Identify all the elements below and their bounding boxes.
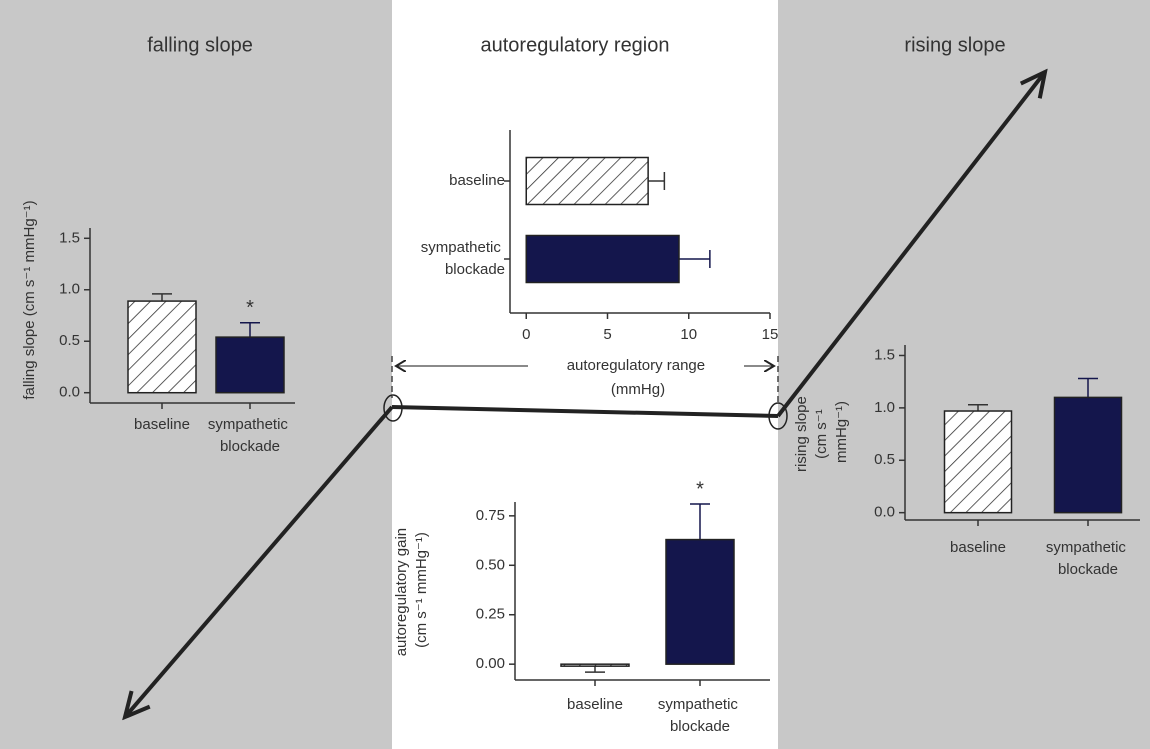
y-tick-label: baseline	[449, 172, 505, 189]
plateau-line	[391, 405, 779, 418]
y-tick-label: 0.25	[476, 606, 505, 623]
y-tick-label: 0.5	[874, 451, 895, 468]
bar	[943, 410, 1013, 514]
curve-diagram	[125, 72, 1045, 717]
bar	[665, 538, 735, 665]
bar	[525, 234, 680, 284]
significance-mark: *	[246, 297, 254, 319]
x-tick-label: sympathetic blockade	[208, 416, 292, 455]
y-tick-label: 1.0	[874, 399, 895, 416]
y-tick-label: 1.0	[59, 281, 80, 298]
x-tick-label: baseline	[950, 539, 1006, 556]
y-tick-label: 0.0	[59, 384, 80, 401]
x-axis-label: autoregulatory range (mmHg)	[567, 357, 710, 398]
y-tick-label: 1.5	[874, 346, 895, 363]
x-tick-label: 15	[762, 326, 779, 343]
bar	[525, 156, 649, 206]
y-tick-label: 0.50	[476, 556, 505, 573]
y-tick-label: 0.0	[874, 504, 895, 521]
significance-mark: *	[696, 478, 704, 500]
y-axis-label: rising slope (cm s⁻¹ mmHg⁻¹)	[793, 392, 850, 472]
x-tick-label: 0	[522, 326, 530, 343]
x-tick-label: baseline	[567, 696, 623, 713]
right-panel	[778, 0, 1150, 749]
y-tick-label: 0.75	[476, 507, 505, 524]
y-axis-label: autoregulatory gain (cm s⁻¹ mmHg⁻¹)	[393, 524, 430, 657]
y-tick-label: 0.5	[59, 332, 80, 349]
y-tick-label: 0.00	[476, 655, 505, 672]
x-tick-label: 5	[603, 326, 611, 343]
bar	[127, 300, 197, 394]
breakpoint	[768, 402, 788, 430]
x-tick-label: sympathetic blockade	[658, 696, 742, 735]
bar	[1053, 396, 1123, 514]
bar	[560, 663, 630, 667]
x-tick-label: baseline	[134, 416, 190, 433]
rising-arrow	[776, 72, 1045, 418]
y-tick-label: sympathetic blockade	[421, 239, 505, 278]
panel-title: falling slope	[147, 34, 253, 56]
falling-arrow	[125, 405, 394, 717]
bar	[215, 336, 285, 394]
x-tick-label: sympathetic blockade	[1046, 539, 1130, 578]
x-tick-label: 10	[680, 326, 697, 343]
breakpoint	[383, 394, 403, 422]
y-tick-label: 1.5	[59, 229, 80, 246]
y-axis-label: falling slope (cm s⁻¹ mmHg⁻¹)	[21, 200, 38, 399]
panel-title: rising slope	[904, 34, 1005, 56]
panel-title: autoregulatory region	[480, 34, 669, 56]
